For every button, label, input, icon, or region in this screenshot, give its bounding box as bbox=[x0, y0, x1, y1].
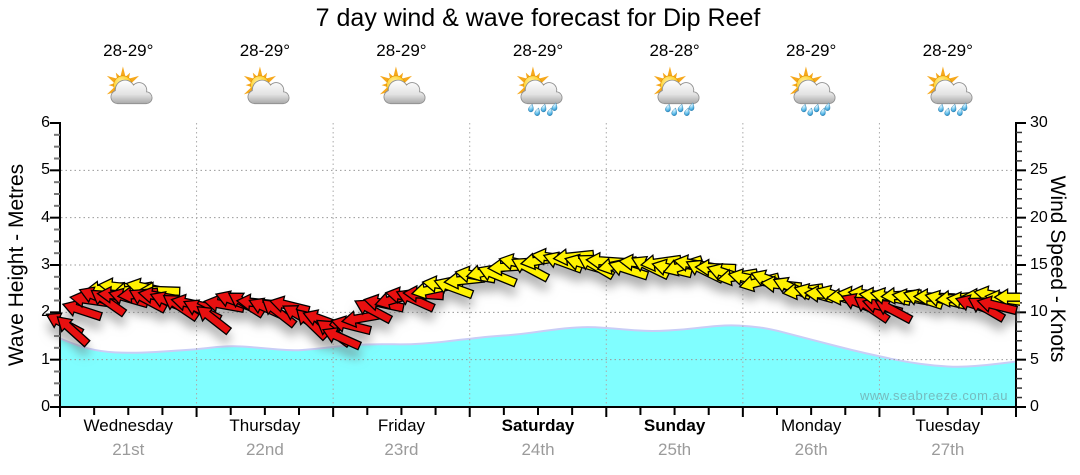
day-header: 28-29° bbox=[470, 40, 607, 118]
wave-axis-tick-label: 4 bbox=[41, 208, 50, 226]
day-header: 28-29° bbox=[333, 40, 470, 118]
day-temperature: 28-28° bbox=[649, 41, 700, 60]
day-name: Sunday bbox=[643, 416, 706, 435]
wave-axis-tick-label: 1 bbox=[41, 350, 50, 368]
day-date: 24th bbox=[521, 440, 555, 459]
day-name: Tuesday bbox=[915, 416, 981, 435]
day-label: Thursday 22nd bbox=[197, 414, 334, 462]
watermark: www.seabreeze.com.au bbox=[859, 388, 1008, 403]
wind-axis-title: Wind Speed - Knots bbox=[1046, 175, 1069, 363]
day-date: 22nd bbox=[245, 440, 284, 459]
day-header: 28-29° bbox=[197, 40, 334, 118]
day-temperature: 28-29° bbox=[786, 41, 837, 60]
day-label: Sunday 25th bbox=[606, 414, 743, 462]
day-name: Saturday bbox=[501, 416, 575, 435]
wind-arrow bbox=[56, 316, 91, 348]
wind-axis-tick-label: 5 bbox=[1030, 350, 1039, 368]
wind-axis-tick-label: 30 bbox=[1030, 114, 1048, 131]
wave-axis-tick-label: 6 bbox=[41, 114, 50, 131]
day-name: Wednesday bbox=[83, 416, 174, 435]
wind-axis-tick-label: 10 bbox=[1030, 303, 1048, 321]
wave-axis-tick-label: 5 bbox=[41, 161, 50, 179]
wind-axis-tick-label: 25 bbox=[1030, 161, 1048, 179]
day-name: Thursday bbox=[229, 416, 301, 435]
day-label: Friday 23rd bbox=[333, 414, 470, 462]
wind-arrow bbox=[976, 295, 1019, 316]
day-temperature: 28-29° bbox=[376, 41, 427, 60]
wave-axis-tick-label: 2 bbox=[41, 303, 50, 321]
wind-axis-tick-label: 0 bbox=[1030, 398, 1039, 415]
day-header: 28-29° bbox=[60, 40, 197, 118]
wave-line bbox=[59, 324, 1017, 368]
day-header: 28-29° bbox=[743, 40, 880, 118]
sun-cloud-rain-icon bbox=[784, 64, 838, 118]
day-temperature: 28-29° bbox=[103, 41, 154, 60]
day-date: 23rd bbox=[384, 440, 419, 459]
day-label-row: Wednesday 21st Thursday 22nd Friday 23rd… bbox=[60, 414, 1016, 462]
sun-cloud-rain-icon bbox=[921, 64, 975, 118]
day-date: 25th bbox=[658, 440, 692, 459]
day-date: 26th bbox=[794, 440, 828, 459]
day-name: Friday bbox=[377, 416, 426, 435]
day-temperature: 28-29° bbox=[512, 41, 564, 60]
wind-axis-tick-label: 20 bbox=[1030, 208, 1048, 226]
day-temperature: 28-29° bbox=[922, 41, 973, 60]
day-date: 27th bbox=[931, 440, 965, 459]
chart-title: 7 day wind & wave forecast for Dip Reef bbox=[315, 4, 761, 32]
day-label: Tuesday 27th bbox=[879, 414, 1016, 462]
day-label: Wednesday 21st bbox=[60, 414, 197, 462]
wind-arrow-layer bbox=[45, 247, 1020, 351]
wind-axis-tick-label: 15 bbox=[1030, 256, 1048, 273]
day-label: Monday 26th bbox=[743, 414, 880, 462]
day-date: 21st bbox=[112, 440, 145, 459]
sun-cloud-icon bbox=[238, 64, 292, 118]
day-name: Monday bbox=[780, 416, 842, 435]
day-header-row: 28-29° 28-29° 28-29° 28-29° 28-28° 28-29… bbox=[60, 40, 1016, 118]
day-header: 28-29° bbox=[879, 40, 1016, 118]
wave-axis-tick-label: 3 bbox=[41, 256, 50, 273]
wave-area bbox=[60, 325, 1016, 407]
sun-cloud-rain-icon bbox=[648, 64, 702, 118]
sun-cloud-icon bbox=[374, 64, 428, 118]
day-temperature: 28-29° bbox=[239, 41, 290, 60]
wind-arrow bbox=[321, 326, 363, 351]
sun-cloud-icon bbox=[101, 64, 155, 118]
day-header: 28-28° bbox=[606, 40, 743, 118]
day-label: Saturday 24th bbox=[470, 414, 607, 462]
wave-axis-tick-label: 0 bbox=[41, 398, 50, 415]
sun-cloud-rain-icon bbox=[511, 64, 565, 118]
